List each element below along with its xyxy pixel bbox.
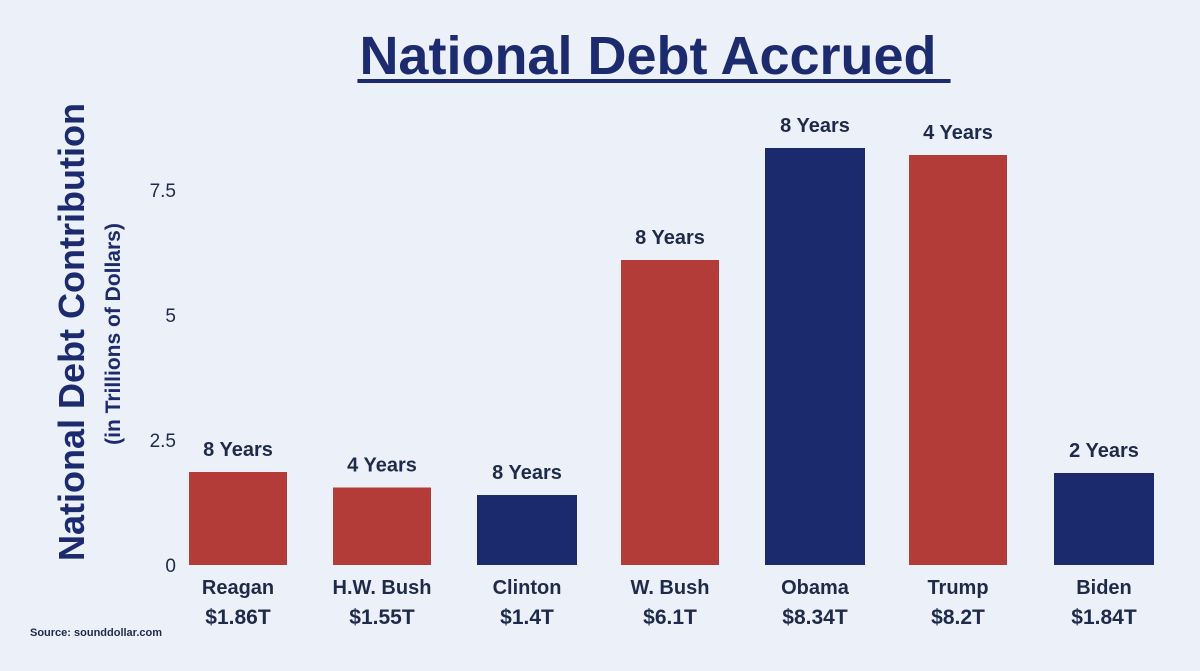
bar	[765, 148, 865, 565]
y-tick-label: 7.5	[150, 181, 176, 202]
bar	[333, 487, 431, 565]
bar-labels: 8 Years Reagan $1.86T 4 Years H.W. Bush $1.55…	[202, 115, 1139, 629]
y-axis-ticks: 0 2.5 5 7.5	[150, 181, 176, 577]
term-length-label: 8 Years	[492, 462, 562, 484]
category-label: Clinton	[493, 577, 562, 599]
source-note: Source: sounddollar.com	[30, 627, 162, 639]
category-label: Trump	[927, 577, 988, 599]
category-label: Biden	[1076, 577, 1132, 599]
bar	[1054, 473, 1154, 565]
category-label: H.W. Bush	[333, 577, 432, 599]
value-label: $8.2T	[931, 606, 985, 629]
value-label: $1.84T	[1071, 606, 1137, 629]
y-tick-label: 5	[165, 306, 176, 327]
value-label: $1.55T	[349, 606, 415, 629]
value-label: $8.34T	[782, 606, 848, 629]
term-length-label: 4 Years	[923, 122, 993, 144]
term-length-label: 8 Years	[635, 227, 705, 249]
bar	[189, 472, 287, 565]
y-axis-sublabel: (in Trillions of Dollars)	[102, 223, 125, 445]
category-label: Reagan	[202, 577, 274, 599]
term-length-label: 8 Years	[780, 115, 850, 137]
term-length-label: 2 Years	[1069, 440, 1139, 462]
bars	[189, 148, 1154, 565]
chart-title: National Debt Accrued	[359, 26, 936, 86]
y-tick-label: 2.5	[150, 431, 176, 452]
chart-title-group: National Debt Accrued	[357, 26, 951, 86]
value-label: $6.1T	[643, 606, 697, 629]
bar	[477, 495, 577, 565]
category-label: Obama	[781, 577, 850, 599]
y-axis-label: National Debt Contribution	[51, 103, 92, 561]
y-tick-label: 0	[165, 556, 176, 577]
category-label: W. Bush	[631, 577, 710, 599]
value-label: $1.4T	[500, 606, 554, 629]
bar	[909, 155, 1007, 565]
term-length-label: 4 Years	[347, 455, 417, 477]
chart-title-underline	[357, 79, 951, 83]
bar	[621, 260, 719, 565]
term-length-label: 8 Years	[203, 439, 273, 461]
value-label: $1.86T	[205, 606, 271, 629]
